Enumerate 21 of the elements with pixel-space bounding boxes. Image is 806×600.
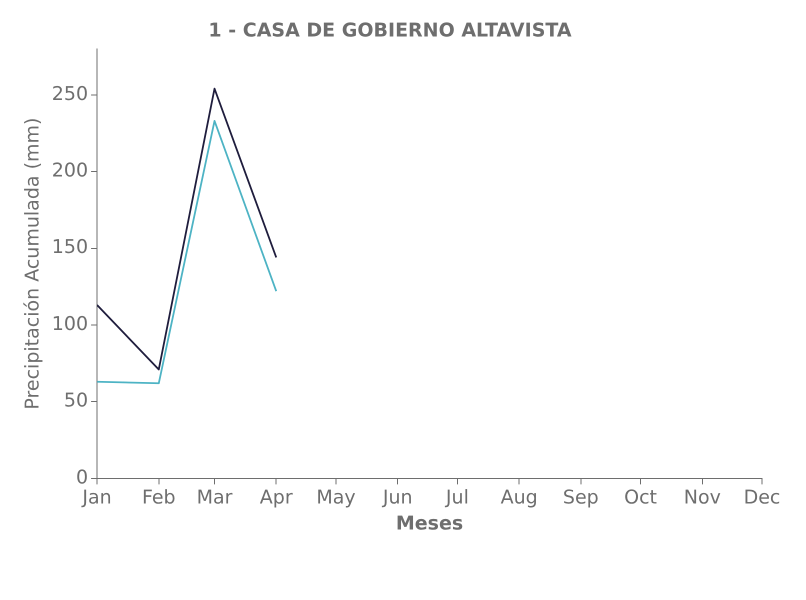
y-tick-label: 200 (52, 159, 88, 182)
x-tick-label: Mar (196, 486, 233, 509)
y-axis-title: Precipitación Acumulada (mm) (21, 118, 44, 410)
y-tick-label: 150 (52, 236, 88, 258)
x-tick-label: Aug (500, 486, 538, 509)
y-tick-label: 100 (52, 312, 88, 335)
y-tick-label: 250 (52, 82, 88, 105)
x-tick-label: Jan (81, 486, 112, 509)
chart-title: 1 - CASA DE GOBIERNO ALTAVISTA (208, 19, 572, 42)
x-tick-label: Jul (444, 486, 469, 509)
x-tick-label: Apr (260, 486, 293, 509)
x-tick-label: May (316, 486, 356, 509)
x-axis-title: Meses (396, 512, 464, 535)
y-tick-label: 0 (76, 466, 88, 488)
x-tick-label: Oct (624, 486, 657, 509)
x-tick-label: Nov (684, 486, 721, 509)
y-tick-label: 50 (64, 390, 88, 412)
x-tick-label: Sep (562, 486, 599, 509)
x-tick-label: Jun (382, 486, 413, 509)
x-tick-label: Feb (142, 486, 176, 509)
x-tick-label: Dec (744, 486, 780, 509)
